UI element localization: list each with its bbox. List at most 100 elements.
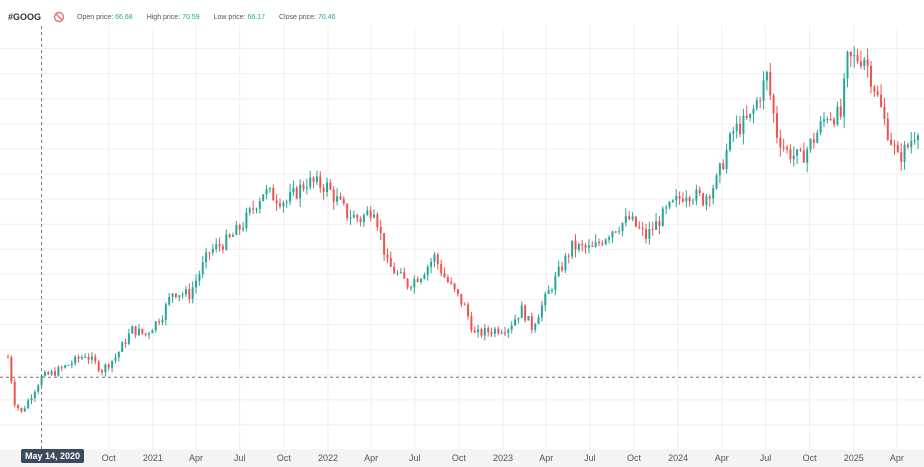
candle-body <box>285 201 288 203</box>
candle-body <box>386 254 389 258</box>
candle-body <box>913 139 916 142</box>
candle-body <box>393 266 396 274</box>
candle-body <box>749 113 752 118</box>
candle-body <box>530 316 533 330</box>
candle-body <box>611 231 614 238</box>
candle-body <box>675 196 678 201</box>
candle-body <box>453 283 456 290</box>
candle-up <box>50 369 53 376</box>
candle-body <box>581 244 584 246</box>
candle-up <box>27 398 30 409</box>
x-tick-label: Jul <box>759 453 772 463</box>
x-tick-label: Jul <box>409 453 421 463</box>
candle-down <box>634 216 637 228</box>
candle-body <box>312 177 315 182</box>
candle-body <box>295 187 298 199</box>
candle-up <box>80 354 83 361</box>
candle-body <box>561 266 564 271</box>
candle-body <box>514 319 517 326</box>
candle-body <box>597 241 600 244</box>
candle-up <box>373 209 376 219</box>
candle-down <box>638 221 641 230</box>
candle-body <box>604 239 607 245</box>
candle-down <box>7 354 9 359</box>
candle-up <box>846 50 849 88</box>
candle-body <box>537 317 540 325</box>
candle-body <box>242 228 245 230</box>
candle-up <box>648 221 651 245</box>
candle-down <box>319 171 322 193</box>
candle-body <box>557 266 560 276</box>
candle-body <box>104 364 107 373</box>
candle-up <box>863 57 866 71</box>
candle-up <box>30 394 33 405</box>
candle-up <box>309 170 312 190</box>
x-tick-label: Apr <box>539 453 554 463</box>
candle-body <box>752 108 755 114</box>
no-entry-icon[interactable] <box>53 11 65 23</box>
candle-down <box>772 93 775 123</box>
x-tick-label: Oct <box>626 453 642 463</box>
candle-down <box>584 242 587 254</box>
candle-body <box>487 328 490 333</box>
candle-body <box>483 328 486 336</box>
candle-body <box>658 221 661 227</box>
candle-down <box>403 267 406 279</box>
candle-down <box>416 276 419 283</box>
candle-body <box>309 177 312 188</box>
open-price-value: 66.68 <box>115 13 133 21</box>
x-tick-label: Apr <box>714 453 729 463</box>
candle-up <box>816 129 819 144</box>
candle-body <box>262 194 265 202</box>
candle-down <box>332 186 335 210</box>
candle-body <box>158 321 161 323</box>
x-tick-label: Oct <box>101 453 116 463</box>
candle-down <box>886 112 889 142</box>
candle-up <box>171 293 174 303</box>
x-tick-label: Oct <box>451 453 466 463</box>
candle-up <box>430 257 433 274</box>
high-price-value: 70.59 <box>182 13 200 21</box>
candle-body <box>67 365 70 367</box>
candle-body <box>94 356 97 362</box>
candle-body <box>289 192 292 202</box>
candle-body <box>527 316 530 321</box>
candle-body <box>732 131 735 134</box>
candle-down <box>467 301 470 320</box>
candle-up <box>282 200 285 213</box>
candle-up <box>205 247 208 269</box>
candle-body <box>124 342 127 344</box>
candle-body <box>467 304 470 317</box>
candle-down <box>782 138 785 152</box>
candle-body <box>446 277 449 282</box>
candle-body <box>238 225 241 230</box>
candle-up <box>517 317 520 324</box>
candle-up <box>315 170 318 185</box>
candle-body <box>275 200 278 204</box>
candle-body <box>866 59 869 66</box>
candle-body <box>638 226 641 228</box>
candle-series <box>7 46 919 414</box>
candle-body <box>490 332 493 334</box>
candle-body <box>524 305 527 321</box>
candle-body <box>634 216 637 227</box>
candle-body <box>681 198 684 202</box>
candle-body <box>500 332 503 334</box>
candle-up <box>168 292 171 307</box>
candle-down <box>503 326 506 337</box>
chart-grid <box>0 26 924 451</box>
candle-body <box>127 333 130 344</box>
candle-body <box>856 55 859 62</box>
candle-up <box>917 132 919 150</box>
candle-up <box>594 234 597 248</box>
candle-down <box>900 143 903 171</box>
candle-up <box>362 213 365 227</box>
x-axis: Oct 2021 Apr Jul Oct 2022 Apr Jul Oct 2023 Apr Jul O… <box>0 450 924 467</box>
x-tick-label: Apr <box>889 453 904 463</box>
candle-body <box>849 51 852 57</box>
candle-body <box>17 405 20 408</box>
candle-body <box>154 321 157 331</box>
candle-up <box>426 264 429 281</box>
candle-down <box>789 144 792 164</box>
